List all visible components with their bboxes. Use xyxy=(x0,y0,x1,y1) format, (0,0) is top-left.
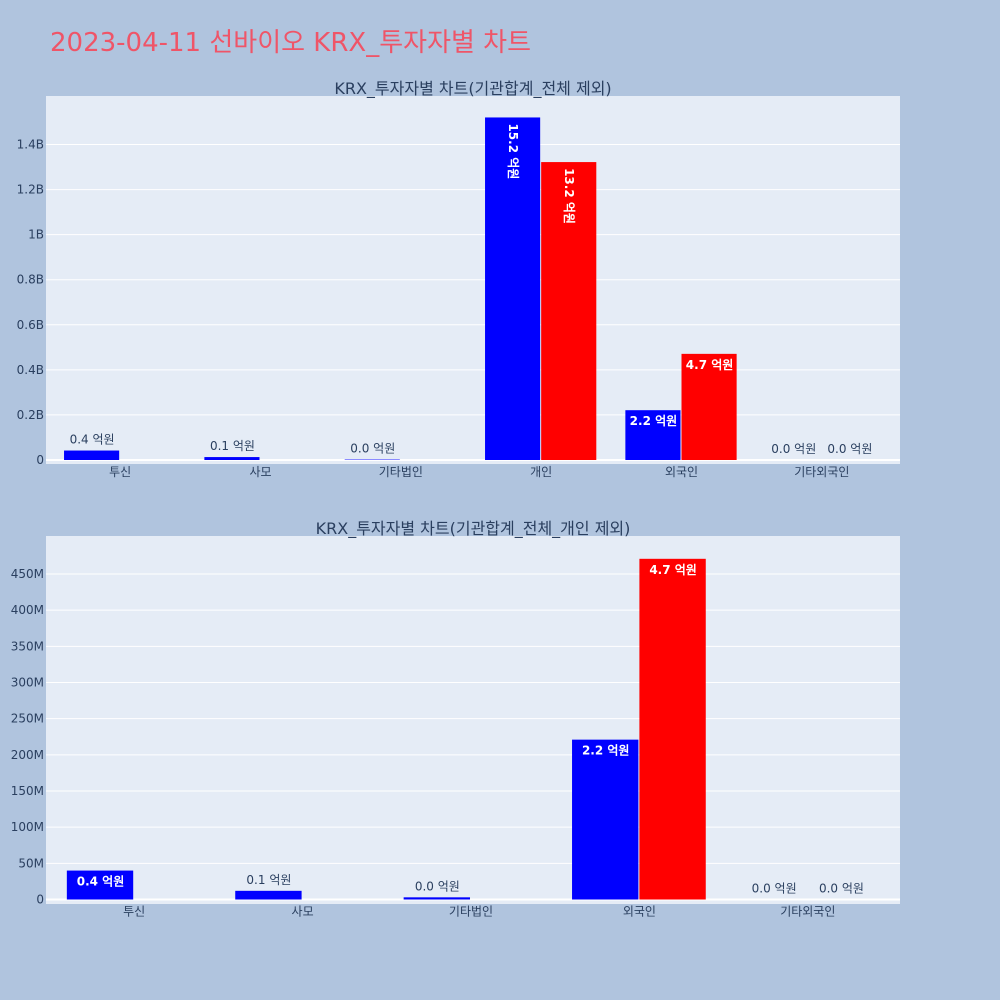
x-tick-label: 외국인 xyxy=(623,905,656,919)
bar-chart-all-investors: 0 0.2B 0.4B 0.6B 0.8B 1B 1.2B 1.4B KRX_투자자별 차트(기… xyxy=(17,79,900,479)
bar-value-label: 0.0 억원 xyxy=(415,879,460,893)
bar-value-label: 4.7 억원 xyxy=(649,563,697,577)
page-title: 2023-04-11 선바이오 KRX_투자자별 차트 xyxy=(50,28,532,58)
bar-value-label: 0.0 억원 xyxy=(819,882,864,896)
y-tick-label: 150M xyxy=(11,784,44,798)
bar xyxy=(541,162,597,460)
bar-value-label: 0.0 억원 xyxy=(771,442,816,456)
bar-value-label: 0.1 억원 xyxy=(210,439,255,453)
bar xyxy=(235,890,302,900)
y-tick-label: 0.6B xyxy=(17,318,44,332)
bar-value-label: 2.2 억원 xyxy=(630,414,678,428)
x-tick-label: 사모 xyxy=(292,905,314,919)
y-tick-label: 300M xyxy=(11,676,44,690)
bar-value-label: 2.2 억원 xyxy=(582,744,630,758)
bar xyxy=(639,558,706,900)
x-tick-label: 투신 xyxy=(109,465,131,479)
y-tick-label: 0.8B xyxy=(17,273,44,287)
bar-value-label: 0.4 억원 xyxy=(77,875,125,889)
y-tick-label: 200M xyxy=(11,748,44,762)
bar-value-label: 0.0 억원 xyxy=(752,882,797,896)
bar xyxy=(681,353,737,460)
x-tick-label: 개인 xyxy=(530,465,552,479)
bar-chart-excluding-individual: 0 50M 100M 150M 200M 250M 300M 350M 400M 450M KRX_… xyxy=(11,519,900,919)
chart-title: KRX_투자자별 차트(기관합계_전체 제외) xyxy=(334,79,611,99)
x-tick-label: 기타외국인 xyxy=(794,465,849,479)
y-tick-label: 1.2B xyxy=(17,183,44,197)
plot-area xyxy=(46,536,900,904)
y-tick-label: 100M xyxy=(11,820,44,834)
bar xyxy=(204,457,260,460)
bar xyxy=(403,897,470,900)
y-tick-label: 1.4B xyxy=(17,138,44,152)
bar xyxy=(66,870,134,900)
y-tick-label: 0.4B xyxy=(17,363,44,377)
chart-title: KRX_투자자별 차트(기관합계_전체_개인 제외) xyxy=(316,519,631,539)
bar xyxy=(572,739,639,900)
x-tick-label: 투신 xyxy=(123,905,145,919)
bar-value-label: 0.0 억원 xyxy=(827,442,872,456)
bar xyxy=(625,410,681,460)
y-tick-label: 1B xyxy=(28,228,44,242)
y-tick-label: 450M xyxy=(11,567,44,581)
bar xyxy=(485,117,541,460)
y-tick-label: 50M xyxy=(18,856,44,870)
bar-value-label: 15.2 억원 xyxy=(506,123,520,179)
bar-value-label: 0.4 억원 xyxy=(70,433,115,447)
x-tick-label: 기타법인 xyxy=(379,465,423,479)
y-tick-label: 400M xyxy=(11,603,44,617)
x-tick-label: 기타법인 xyxy=(449,905,493,919)
y-tick-label: 0 xyxy=(36,453,44,467)
bar xyxy=(64,450,120,460)
x-tick-label: 사모 xyxy=(249,465,271,479)
bar-value-label: 0.1 억원 xyxy=(246,873,291,887)
x-tick-label: 기타외국인 xyxy=(780,905,835,919)
y-tick-label: 0 xyxy=(36,893,44,907)
bar-value-label: 4.7 억원 xyxy=(686,358,734,372)
x-tick-label: 외국인 xyxy=(665,465,698,479)
y-tick-label: 350M xyxy=(11,639,44,653)
bar-value-label: 13.2 억원 xyxy=(562,168,576,224)
bar-value-label: 0.0 억원 xyxy=(350,442,395,456)
y-tick-label: 250M xyxy=(11,712,44,726)
y-tick-label: 0.2B xyxy=(17,408,44,422)
